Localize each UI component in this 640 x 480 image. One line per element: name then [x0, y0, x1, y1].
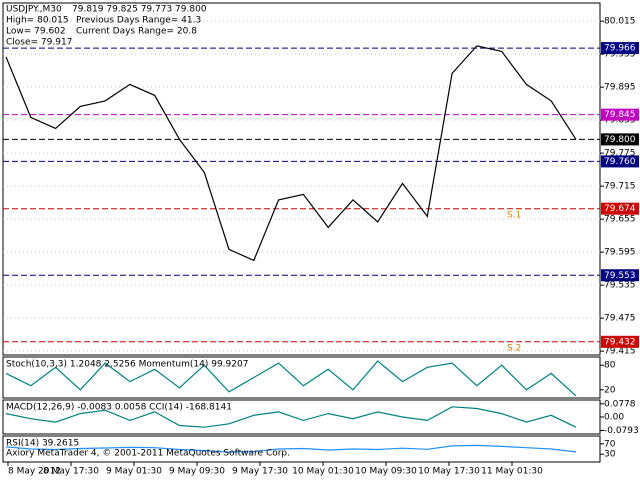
- level-tag: [601, 269, 639, 282]
- x-tick-label: 10 May 01:30: [292, 467, 354, 477]
- x-tick-label: 8 May 2012: [8, 467, 61, 477]
- price-line: [5, 406, 577, 428]
- x-tick-label: 11 May 01:30: [481, 467, 543, 477]
- info-text: Close= 79.917: [6, 38, 72, 48]
- x-tick-label: 10 May 17:30: [418, 467, 480, 477]
- level-tag: [601, 42, 639, 55]
- y-tick-label: 79.715: [604, 182, 636, 192]
- footer: Axiory MetaTrader 4, © 2001-2011 MetaQuo…: [6, 449, 290, 459]
- annotation: S.2: [507, 344, 521, 354]
- y-tick-label: 0.0778: [604, 399, 636, 409]
- x-tick-label: 10 May 09:30: [355, 467, 417, 477]
- info-text: High= 80.015: [6, 16, 69, 26]
- price-line: [5, 360, 577, 397]
- panel-title: RSI(14) 39.2615: [6, 439, 79, 449]
- info-text: Previous Days Range= 41.3: [76, 16, 201, 26]
- panel-frame: [2, 435, 601, 463]
- panel-title: Stoch(10,3,3) 1.2048 2.5256 Momentum(14)…: [6, 360, 248, 370]
- level-label: 79.800: [604, 135, 636, 145]
- y-tick-label: 0.00: [604, 413, 624, 423]
- level-tag: [601, 108, 639, 121]
- y-tick-label: 79.415: [604, 347, 636, 357]
- price-line: [5, 45, 577, 262]
- x-tick-label: 9 May 01:30: [106, 467, 162, 477]
- info-text: Low= 79.602: [6, 27, 66, 37]
- y-tick-label: 79.955: [604, 50, 636, 60]
- y-tick-label: 79.535: [604, 281, 636, 291]
- y-tick-label: 80.015: [604, 17, 636, 27]
- y-tick-label: -0.0793: [604, 426, 639, 436]
- quote: 79.819 79.825 79.773 79.800: [72, 5, 207, 15]
- y-tick-label: 79.655: [604, 215, 636, 225]
- level-label: 79.553: [604, 271, 636, 281]
- level-tag: [601, 155, 639, 168]
- y-tick-label: 79.475: [604, 314, 636, 324]
- level-label: 79.674: [604, 204, 636, 214]
- level-label: 79.845: [604, 110, 636, 120]
- y-tick-label: 79.895: [604, 83, 636, 93]
- level-tag: [601, 335, 639, 348]
- y-tick-label: 30: [604, 450, 616, 460]
- panel-frame: [2, 356, 601, 399]
- panel-frame: [2, 2, 601, 356]
- y-tick-label: 79.595: [604, 248, 636, 258]
- level-label: 79.432: [604, 337, 636, 347]
- y-tick-label: 80: [604, 361, 616, 371]
- level-label: 79.760: [604, 157, 636, 167]
- annotation: S.1: [507, 211, 521, 221]
- x-tick-label: 9 May 17:30: [232, 467, 288, 477]
- level-label: 79.966: [604, 44, 636, 54]
- y-tick-label: 20: [604, 385, 616, 395]
- level-tag: [601, 202, 639, 215]
- x-tick-label: 9 May 09:30: [169, 467, 225, 477]
- level-tag: [601, 133, 639, 146]
- price-line: [5, 444, 577, 453]
- panel-title: MACD(12,26,9) -0.0083 0.0058 CCI(14) -16…: [6, 403, 232, 413]
- y-tick-label: 70: [604, 439, 616, 449]
- x-tick-label: 8 May 17:30: [43, 467, 99, 477]
- info-text: Current Days Range= 20.8: [76, 27, 197, 37]
- panel-title: USDJPY.,M30: [6, 5, 62, 15]
- y-tick-label: 79.775: [604, 149, 636, 159]
